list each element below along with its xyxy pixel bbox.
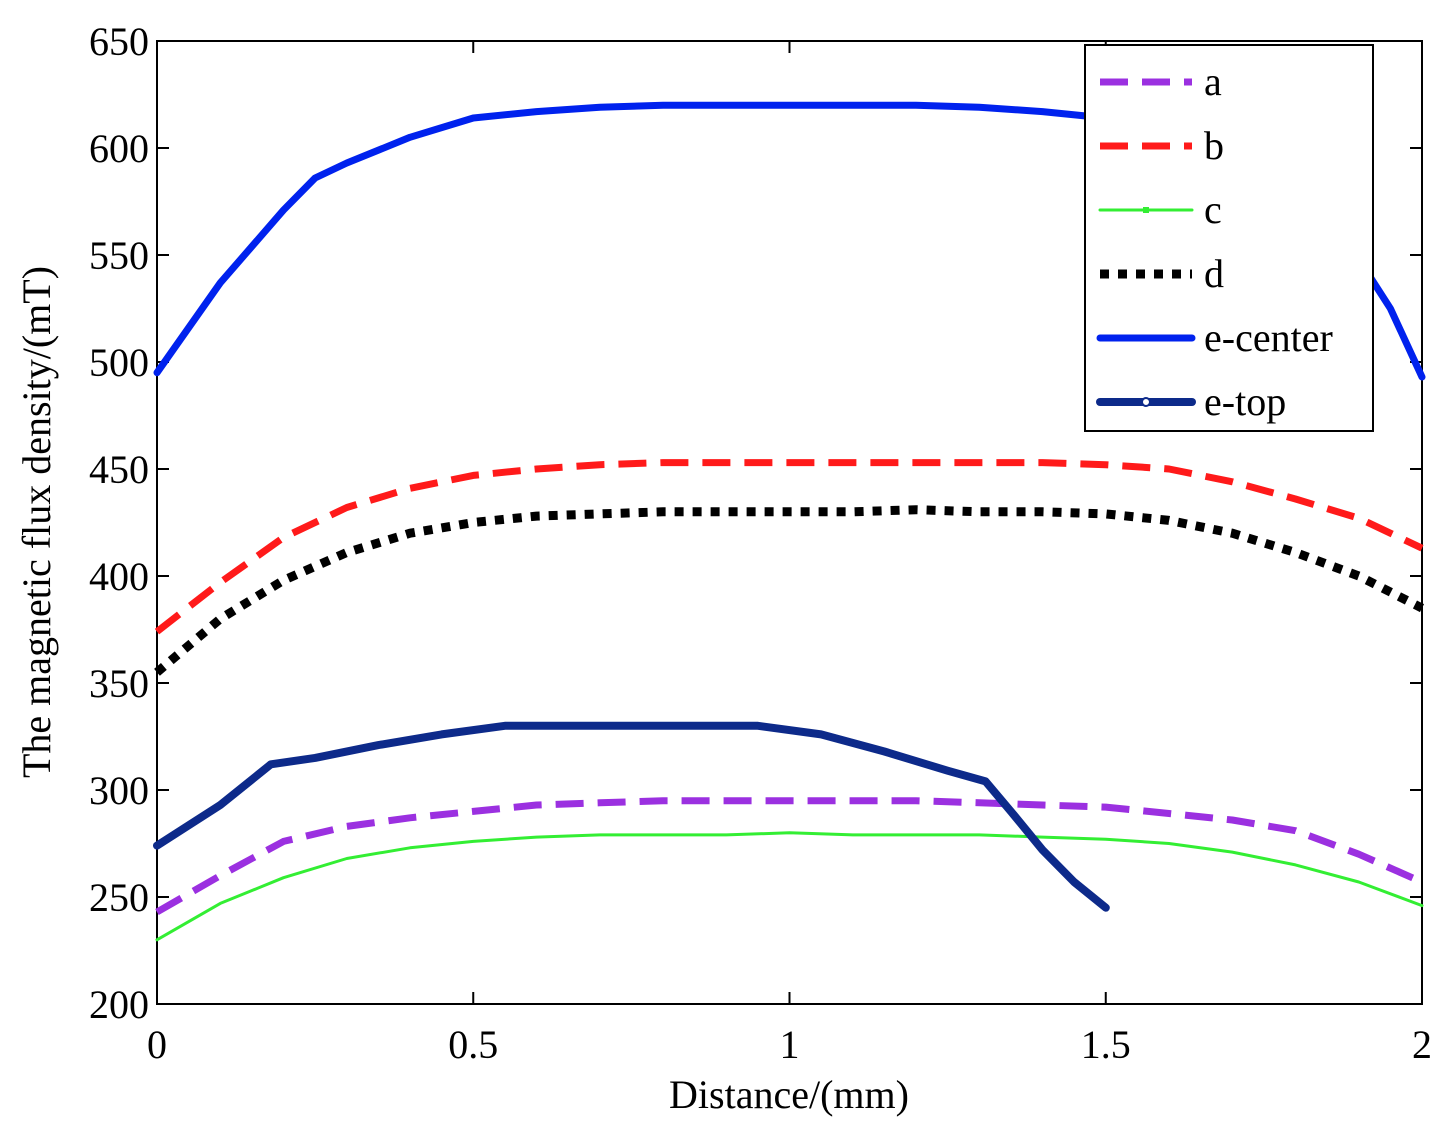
legend-label-a: a [1204, 59, 1222, 104]
legend-label-e-center: e-center [1204, 315, 1333, 360]
legend-marker-e-top [1141, 397, 1151, 407]
legend-label-d: d [1204, 251, 1224, 296]
legend-label-b: b [1204, 123, 1224, 168]
axis-ticks [156, 40, 1423, 1005]
y-tick-label: 250 [89, 875, 149, 920]
y-axis-label: The magnetic flux density/(mT) [14, 266, 59, 778]
legend-box [1084, 44, 1374, 432]
y-tick-label: 500 [89, 340, 149, 385]
x-tick-label: 1.5 [1081, 1022, 1131, 1067]
y-tick-label: 650 [89, 19, 149, 64]
legend-label-e-top: e-top [1204, 379, 1286, 424]
series-line-d [154, 505, 1425, 676]
y-tick-label: 450 [89, 447, 149, 492]
series-line-a [155, 797, 1424, 916]
y-tick-label: 550 [89, 233, 149, 278]
x-axis-label: Distance/(mm) [669, 1072, 909, 1117]
y-tick-label: 400 [89, 554, 149, 599]
x-tick-label: 1 [780, 1022, 800, 1067]
series-line-e-top [153, 721, 1110, 912]
x-tick-label: 2 [1412, 1022, 1432, 1067]
series-line-b [154, 459, 1424, 635]
tick-labels: 0 0.5 1 1.5 2 200 250 300 350 400 450 500 550 600 650 [89, 19, 1432, 1067]
y-tick-label: 200 [89, 982, 149, 1027]
y-tick-label: 600 [89, 126, 149, 171]
x-tick-label: 0 [147, 1022, 167, 1067]
legend-marker-c [1143, 207, 1149, 213]
series-line-c [155, 831, 1424, 942]
y-tick-label: 300 [89, 768, 149, 813]
x-tick-label: 0.5 [448, 1022, 498, 1067]
y-tick-label: 350 [89, 661, 149, 706]
legend-label-c: c [1204, 187, 1222, 232]
